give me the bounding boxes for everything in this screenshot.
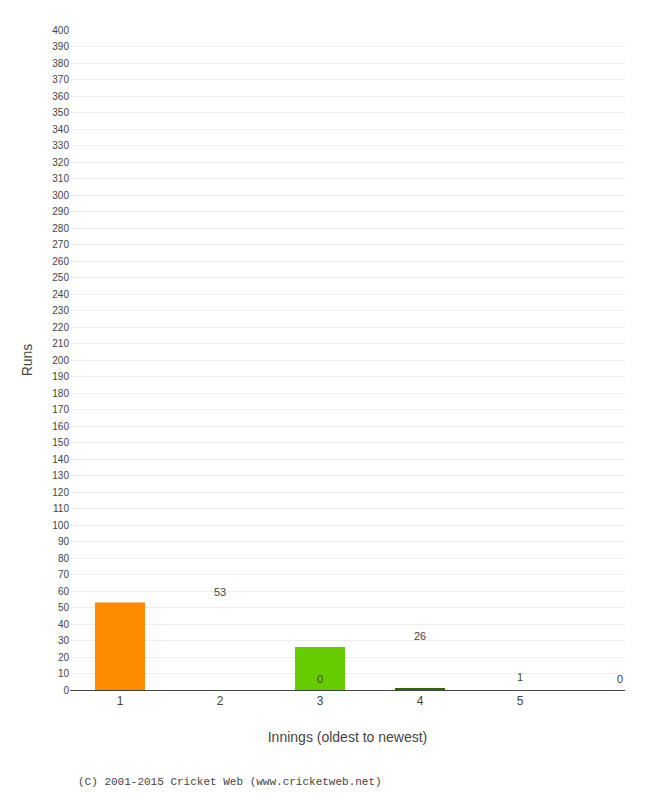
svg-text:40: 40: [58, 619, 70, 630]
svg-text:240: 240: [52, 289, 69, 300]
svg-text:340: 340: [52, 124, 69, 135]
svg-text:1: 1: [117, 694, 124, 708]
svg-text:5: 5: [517, 694, 524, 708]
svg-text:20: 20: [58, 652, 70, 663]
svg-text:70: 70: [58, 569, 70, 580]
svg-text:390: 390: [52, 41, 69, 52]
svg-text:150: 150: [52, 437, 69, 448]
svg-text:170: 170: [52, 404, 69, 415]
svg-text:270: 270: [52, 239, 69, 250]
svg-text:300: 300: [52, 190, 69, 201]
svg-text:230: 230: [52, 305, 69, 316]
svg-text:1: 1: [517, 671, 523, 683]
svg-text:210: 210: [52, 338, 69, 349]
svg-text:190: 190: [52, 371, 69, 382]
svg-text:200: 200: [52, 355, 69, 366]
svg-text:100: 100: [52, 520, 69, 531]
svg-text:80: 80: [58, 553, 70, 564]
svg-text:370: 370: [52, 74, 69, 85]
svg-text:2: 2: [217, 694, 224, 708]
svg-text:110: 110: [53, 503, 69, 514]
svg-text:380: 380: [52, 58, 69, 69]
svg-text:310: 310: [52, 173, 69, 184]
svg-text:400: 400: [52, 25, 69, 36]
svg-text:(C) 2001-2015 Cricket Web (www: (C) 2001-2015 Cricket Web (www.cricketwe…: [78, 776, 382, 788]
svg-text:280: 280: [52, 223, 69, 234]
svg-text:160: 160: [52, 421, 69, 432]
svg-text:290: 290: [52, 206, 69, 217]
svg-text:120: 120: [52, 487, 69, 498]
svg-text:250: 250: [52, 272, 69, 283]
svg-text:50: 50: [58, 602, 70, 613]
svg-text:10: 10: [58, 668, 70, 679]
svg-text:4: 4: [417, 694, 424, 708]
svg-text:220: 220: [52, 322, 69, 333]
svg-text:Runs: Runs: [19, 344, 35, 377]
svg-text:60: 60: [58, 586, 70, 597]
svg-text:260: 260: [52, 256, 69, 267]
svg-text:140: 140: [52, 454, 69, 465]
svg-text:130: 130: [52, 470, 69, 481]
svg-text:26: 26: [414, 630, 426, 642]
svg-text:90: 90: [58, 536, 70, 547]
svg-text:180: 180: [52, 388, 69, 399]
svg-text:360: 360: [52, 91, 69, 102]
svg-text:330: 330: [52, 140, 69, 151]
svg-text:0: 0: [63, 685, 69, 696]
svg-text:3: 3: [317, 694, 324, 708]
svg-text:0: 0: [617, 673, 623, 685]
svg-text:Innings (oldest to newest): Innings (oldest to newest): [268, 729, 428, 745]
svg-text:0: 0: [317, 673, 323, 685]
svg-text:30: 30: [58, 635, 70, 646]
svg-text:320: 320: [52, 157, 69, 168]
svg-text:53: 53: [214, 586, 226, 598]
svg-text:350: 350: [52, 107, 69, 118]
